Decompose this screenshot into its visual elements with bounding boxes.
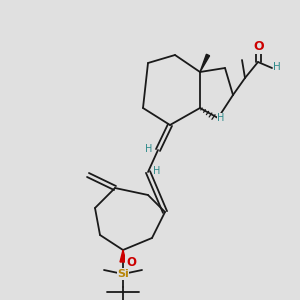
Text: H: H xyxy=(153,166,161,176)
Text: O: O xyxy=(126,256,136,268)
Text: H: H xyxy=(145,144,153,154)
Polygon shape xyxy=(120,250,126,262)
Text: H: H xyxy=(273,62,281,72)
Text: Si: Si xyxy=(117,269,129,279)
Text: O: O xyxy=(254,40,264,53)
Text: H: H xyxy=(217,113,225,123)
Polygon shape xyxy=(200,54,210,72)
